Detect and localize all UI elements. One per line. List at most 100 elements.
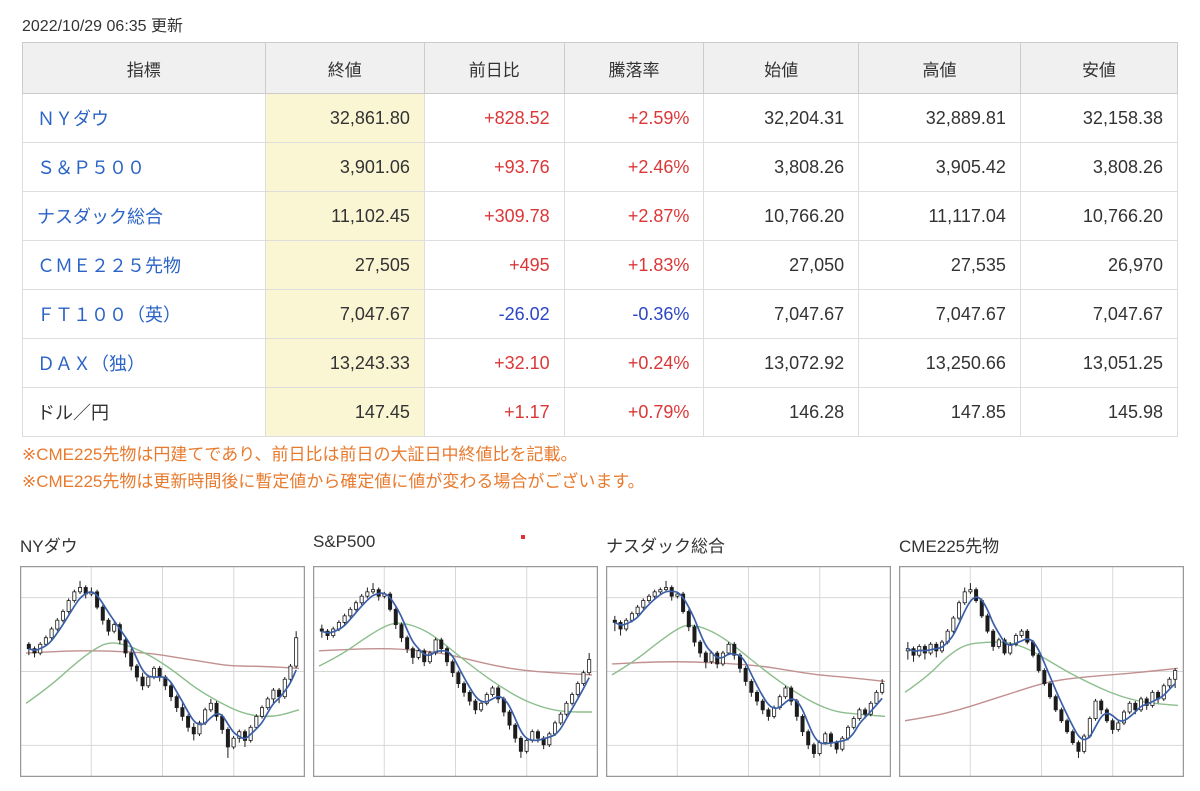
index-name[interactable]: ＮＹダウ: [22, 93, 266, 143]
market-index-table: 指標 終値 前日比 騰落率 始値 高値 安値 ＮＹダウ 32,861.80 +828.52 +2.…: [22, 42, 1179, 437]
chart-border: [313, 566, 598, 777]
change-percent: +2.59%: [563, 93, 705, 143]
candles: [319, 583, 592, 758]
high-value: 13,250.66: [858, 338, 1021, 388]
low-value: 10,766.20: [1019, 191, 1179, 241]
chart-border: [899, 566, 1184, 777]
chart-title-nasdaq: ナスダック総合: [606, 537, 725, 556]
ma-mid-line: [25, 642, 300, 718]
footnote-line-2: ※CME225先物は更新時間後に暫定値から確定値に値が変わる場合がございます。: [22, 472, 645, 491]
candlestick-chart-nasdaq: [606, 566, 891, 777]
high-value: 7,047.67: [858, 289, 1021, 339]
index-name[interactable]: ＣＭＥ２２５先物: [22, 240, 266, 290]
change-value: -26.02: [423, 289, 565, 339]
table-row: ＦＴ１００（英） 7,047.67 -26.02 -0.36% 7,047.67 7,04…: [22, 289, 1179, 339]
change-value: +495: [423, 240, 565, 290]
column-header: 高値: [858, 42, 1021, 94]
candlestick-chart-nydow: [20, 566, 305, 777]
column-header: 騰落率: [563, 42, 705, 94]
index-name: ドル／円: [22, 387, 266, 437]
close-value: 13,243.33: [264, 338, 425, 388]
candlestick-chart-sp500: [313, 566, 598, 777]
footnote-line-1: ※CME225先物は円建てであり、前日比は前日の大証日中終値比を記載。: [22, 445, 578, 464]
mini-charts-row: NYダウ S&P500 ナスダック総合 CME225先物: [20, 532, 1184, 777]
open-value: 27,050: [703, 240, 860, 290]
candlestick-chart-cme225: [899, 566, 1184, 777]
low-value: 26,970: [1019, 240, 1179, 290]
chart-border: [606, 566, 891, 777]
table-row: ナスダック総合 11,102.45 +309.78 +2.87% 10,766.20 11…: [22, 191, 1179, 241]
open-value: 7,047.67: [703, 289, 860, 339]
close-value: 7,047.67: [264, 289, 425, 339]
ma-short-line: [28, 591, 297, 740]
updated-timestamp: 2022/10/29 06:35 更新: [22, 18, 184, 35]
high-value: 11,117.04: [858, 191, 1021, 241]
table-row: ＣＭＥ２２５先物 27,505 +495 +1.83% 27,050 27,535 26,9…: [22, 240, 1179, 290]
change-value: +309.78: [423, 191, 565, 241]
change-value: +1.17: [423, 387, 565, 437]
chart-border: [20, 566, 305, 777]
chart-grid: [21, 567, 304, 776]
chart-panel-nasdaq: ナスダック総合: [606, 532, 891, 777]
index-name[interactable]: Ｓ＆Ｐ５００: [22, 142, 266, 192]
open-value: 146.28: [703, 387, 860, 437]
change-percent: +2.46%: [563, 142, 705, 192]
candles: [26, 580, 299, 758]
table-row: Ｓ＆Ｐ５００ 3,901.06 +93.76 +2.46% 3,808.26 3,905.…: [22, 142, 1179, 192]
stray-red-dot: [521, 535, 525, 539]
close-value: 3,901.06: [264, 142, 425, 192]
chart-title-cme225: CME225先物: [899, 537, 1000, 556]
low-value: 3,808.26: [1019, 142, 1179, 192]
change-percent: +0.79%: [563, 387, 705, 437]
open-value: 32,204.31: [703, 93, 860, 143]
table-row: ドル／円 147.45 +1.17 +0.79% 146.28 147.85 145.98: [22, 387, 1179, 437]
ma-short-line: [614, 590, 883, 745]
change-percent: +2.87%: [563, 191, 705, 241]
open-value: 13,072.92: [703, 338, 860, 388]
change-value: +32.10: [423, 338, 565, 388]
low-value: 32,158.38: [1019, 93, 1179, 143]
column-header: 前日比: [423, 42, 565, 94]
ma-mid-line: [318, 622, 592, 713]
chart-title-nydow: NYダウ: [20, 537, 78, 556]
ma-short-line: [907, 596, 1176, 741]
ma-long-line: [904, 667, 1179, 722]
close-value: 11,102.45: [264, 191, 425, 241]
ma-long-line: [318, 647, 593, 676]
chart-panel-sp500: S&P500: [313, 532, 598, 777]
ma-mid-line: [611, 624, 886, 718]
column-header: 始値: [703, 42, 860, 94]
open-value: 3,808.26: [703, 142, 860, 192]
change-percent: +0.24%: [563, 338, 705, 388]
low-value: 145.98: [1019, 387, 1179, 437]
ma-mid-line: [904, 641, 1179, 707]
index-name[interactable]: ＤＡＸ（独）: [22, 338, 266, 388]
change-value: +828.52: [423, 93, 565, 143]
footnotes: ※CME225先物は円建てであり、前日比は前日の大証日中終値比を記載。 ※CME…: [22, 441, 645, 495]
table-header: 指標 終値 前日比 騰落率 始値 高値 安値: [22, 42, 1179, 94]
close-value: 147.45: [264, 387, 425, 437]
close-value: 32,861.80: [264, 93, 425, 143]
column-header: 指標: [22, 42, 266, 94]
table-row: ＤＡＸ（独） 13,243.33 +32.10 +0.24% 13,072.92 13,2…: [22, 338, 1179, 388]
index-name[interactable]: ＦＴ１００（英）: [22, 289, 266, 339]
column-header: 安値: [1019, 42, 1179, 94]
change-percent: -0.36%: [563, 289, 705, 339]
ma-short-line: [321, 592, 590, 742]
high-value: 147.85: [858, 387, 1021, 437]
chart-panel-cme225: CME225先物: [899, 532, 1184, 777]
open-value: 10,766.20: [703, 191, 860, 241]
change-value: +93.76: [423, 142, 565, 192]
ma-long-line: [611, 661, 886, 683]
candles: [612, 580, 885, 758]
chart-panel-nydow: NYダウ: [20, 532, 305, 777]
low-value: 7,047.67: [1019, 289, 1179, 339]
index-name[interactable]: ナスダック総合: [22, 191, 266, 241]
high-value: 32,889.81: [858, 93, 1021, 143]
high-value: 3,905.42: [858, 142, 1021, 192]
close-value: 27,505: [264, 240, 425, 290]
chart-title-sp500: S&P500: [313, 532, 376, 551]
column-header: 終値: [264, 42, 425, 94]
table-row: ＮＹダウ 32,861.80 +828.52 +2.59% 32,204.31 32,88…: [22, 93, 1179, 143]
